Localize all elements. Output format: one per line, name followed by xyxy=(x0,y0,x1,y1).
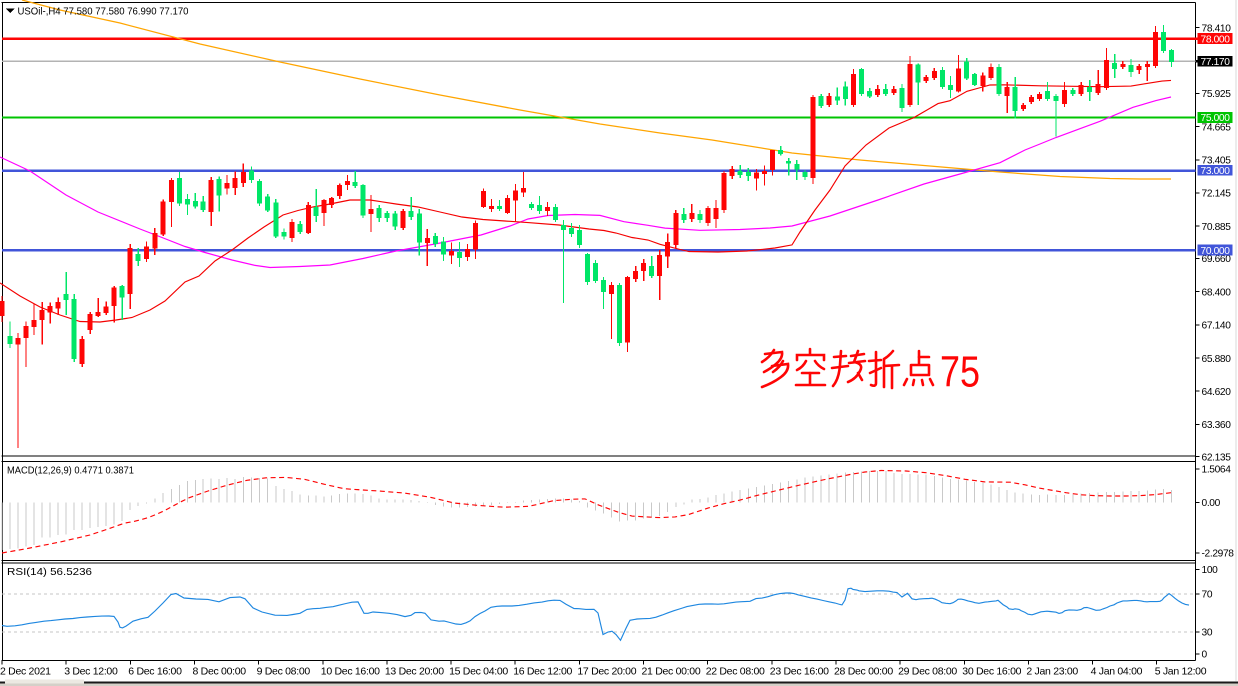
svg-text:5 Jan 12:00: 5 Jan 12:00 xyxy=(1155,666,1207,678)
svg-text:USOil-,H4 77.580 77.580 76.990: USOil-,H4 77.580 77.580 76.990 77.170 xyxy=(18,5,189,17)
svg-text:30: 30 xyxy=(1202,628,1213,639)
svg-text:28 Dec 00:00: 28 Dec 00:00 xyxy=(834,666,893,678)
svg-text:30 Dec 16:00: 30 Dec 16:00 xyxy=(962,666,1021,678)
svg-text:10 Dec 16:00: 10 Dec 16:00 xyxy=(321,666,380,678)
svg-text:23 Dec 16:00: 23 Dec 16:00 xyxy=(770,666,829,678)
svg-text:9 Dec 08:00: 9 Dec 08:00 xyxy=(257,666,311,678)
svg-text:6 Dec 16:00: 6 Dec 16:00 xyxy=(128,666,182,678)
svg-text:65.880: 65.880 xyxy=(1202,354,1232,365)
svg-text:73.000: 73.000 xyxy=(1201,166,1231,177)
svg-text:64.620: 64.620 xyxy=(1202,387,1232,398)
svg-text:4 Jan 04:00: 4 Jan 04:00 xyxy=(1091,666,1143,678)
svg-text:21 Dec 00:00: 21 Dec 00:00 xyxy=(642,666,701,678)
svg-text:-2.2978: -2.2978 xyxy=(1202,549,1235,560)
svg-text:70.000: 70.000 xyxy=(1201,246,1231,257)
svg-text:70: 70 xyxy=(1202,590,1213,601)
svg-text:77.170: 77.170 xyxy=(1201,57,1231,68)
svg-text:16 Dec 12:00: 16 Dec 12:00 xyxy=(513,666,572,678)
svg-text:0: 0 xyxy=(1202,650,1208,661)
svg-text:15 Dec 04:00: 15 Dec 04:00 xyxy=(449,666,508,678)
svg-text:1.5064: 1.5064 xyxy=(1202,465,1232,476)
svg-text:3 Dec 12:00: 3 Dec 12:00 xyxy=(64,666,118,678)
svg-text:74.665: 74.665 xyxy=(1202,122,1232,133)
svg-text:2 Dec 2021: 2 Dec 2021 xyxy=(0,666,51,678)
svg-text:0.00: 0.00 xyxy=(1202,498,1221,509)
svg-text:75.000: 75.000 xyxy=(1201,113,1231,124)
svg-text:75: 75 xyxy=(940,348,980,397)
svg-text:62.135: 62.135 xyxy=(1202,452,1232,463)
svg-text:2 Jan 23:00: 2 Jan 23:00 xyxy=(1026,666,1078,678)
svg-text:29 Dec 08:00: 29 Dec 08:00 xyxy=(898,666,957,678)
svg-text:RSI(14) 56.5236: RSI(14) 56.5236 xyxy=(7,566,92,578)
svg-text:70.885: 70.885 xyxy=(1202,222,1232,233)
svg-text:75.925: 75.925 xyxy=(1202,89,1232,100)
svg-text:78.000: 78.000 xyxy=(1201,34,1231,45)
svg-text:67.140: 67.140 xyxy=(1202,321,1232,332)
svg-text:17 Dec 20:00: 17 Dec 20:00 xyxy=(577,666,636,678)
svg-text:13 Dec 20:00: 13 Dec 20:00 xyxy=(385,666,444,678)
svg-text:69.660: 69.660 xyxy=(1202,254,1232,265)
svg-text:8 Dec 00:00: 8 Dec 00:00 xyxy=(193,666,247,678)
svg-text:68.400: 68.400 xyxy=(1202,287,1232,298)
svg-text:22 Dec 08:00: 22 Dec 08:00 xyxy=(706,666,765,678)
svg-text:72.145: 72.145 xyxy=(1202,189,1232,200)
svg-text:MACD(12,26,9) 0.4771 0.3871: MACD(12,26,9) 0.4771 0.3871 xyxy=(7,465,134,477)
svg-text:78.410: 78.410 xyxy=(1202,23,1232,34)
svg-text:63.360: 63.360 xyxy=(1202,420,1232,431)
svg-text:100: 100 xyxy=(1202,565,1219,576)
svg-text:73.405: 73.405 xyxy=(1202,156,1232,167)
